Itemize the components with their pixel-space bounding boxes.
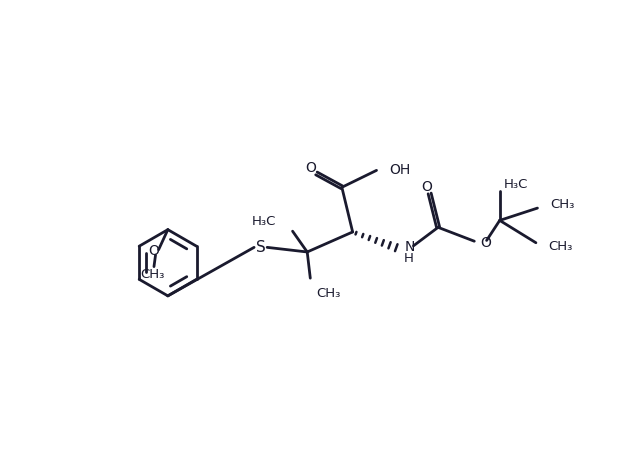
Text: OH: OH [389,163,410,177]
Text: H₃C: H₃C [504,178,528,191]
Text: CH₃: CH₃ [140,268,164,281]
Text: O: O [305,161,316,175]
Text: N: N [404,240,415,254]
Text: H₃C: H₃C [252,215,276,228]
Text: O: O [148,244,159,258]
Text: O: O [481,236,492,250]
Text: CH₃: CH₃ [550,198,574,211]
Text: O: O [421,180,432,194]
Text: H: H [404,251,414,265]
Text: CH₃: CH₃ [316,287,341,300]
Text: S: S [256,240,266,255]
Text: CH₃: CH₃ [548,240,573,253]
